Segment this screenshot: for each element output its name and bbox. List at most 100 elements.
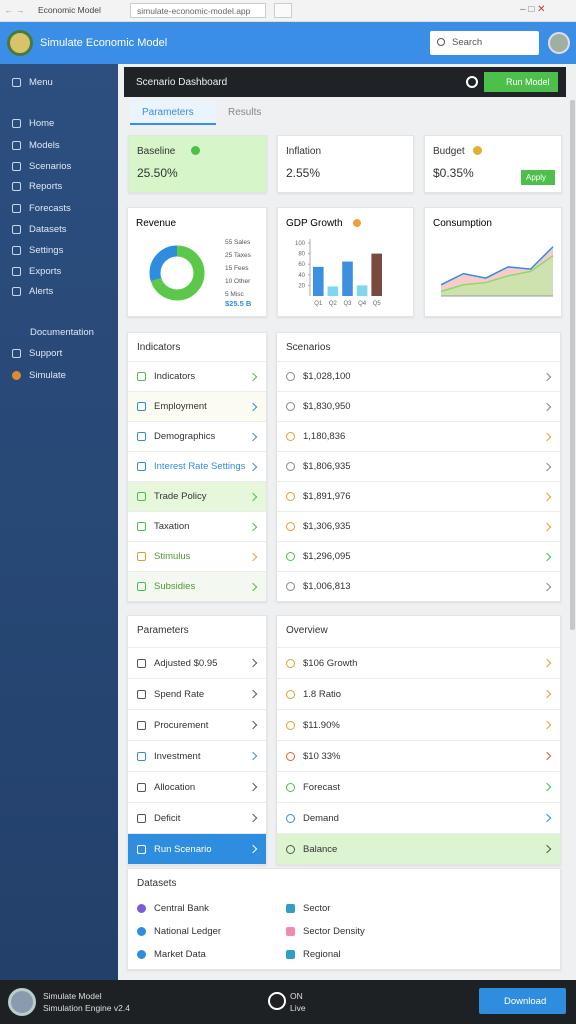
list-row[interactable]: Allocation <box>128 771 266 802</box>
list-row[interactable]: Interest Rate Settings <box>128 451 266 481</box>
row-text: National Ledger <box>154 926 222 937</box>
kpi-label: Inflation <box>286 146 322 157</box>
tab[interactable]: Results <box>228 107 262 118</box>
bar <box>327 286 339 296</box>
row-chevron <box>248 492 258 501</box>
row-text: Regional <box>303 949 341 960</box>
sidebar-icon <box>12 267 21 276</box>
list-row[interactable]: $10 33% <box>277 740 560 771</box>
list-row: National Ledger <box>128 920 268 943</box>
list-row[interactable]: Indicators <box>128 361 266 391</box>
row-chevron <box>542 782 552 792</box>
list-row[interactable]: Taxation <box>128 511 266 541</box>
row-icon <box>137 432 146 441</box>
donut-segment <box>149 245 205 301</box>
search[interactable]: Search <box>430 31 539 55</box>
list-row[interactable]: $1,830,950 <box>277 391 560 421</box>
list-row[interactable]: Demographics <box>128 421 266 451</box>
sidebar-item[interactable]: Documentation <box>30 327 94 338</box>
url[interactable]: simulate-economic-model.app <box>130 3 266 18</box>
list-row[interactable]: $1,806,935 <box>277 451 560 481</box>
sidebar-item[interactable]: Models <box>12 140 60 151</box>
sidebar-heading: Menu <box>12 77 53 88</box>
kpi-card: Baseline 25.50% <box>128 135 267 193</box>
list-row[interactable]: Trade Policy <box>128 481 266 511</box>
list-row[interactable]: $106 Growth <box>277 647 560 678</box>
row-icon <box>137 658 146 668</box>
list-row[interactable]: Forecast <box>277 771 560 802</box>
row-icon <box>286 552 295 561</box>
row-icon <box>137 950 146 959</box>
list-row[interactable]: Spend Rate <box>128 678 266 709</box>
row-text: Employment <box>154 401 207 412</box>
row-icon <box>286 432 295 441</box>
list-row[interactable]: Adjusted $0.95 <box>128 647 266 678</box>
list-row[interactable]: Procurement <box>128 709 266 740</box>
row-chevron <box>542 844 552 854</box>
sidebar-item[interactable]: Support <box>12 348 62 359</box>
row-text: Stimulus <box>154 551 191 562</box>
new-tab[interactable] <box>274 3 292 18</box>
sidebar-item[interactable]: Scenarios <box>12 161 71 172</box>
row-chevron <box>248 372 258 381</box>
run-button[interactable]: Run Model <box>484 72 558 92</box>
footer-status: Live <box>290 1003 306 1013</box>
row-chevron <box>248 813 258 823</box>
sidebar-item[interactable]: Exports <box>12 266 61 277</box>
row-text: Indicators <box>154 371 196 382</box>
chart-title: Revenue <box>136 218 176 229</box>
list-row[interactable]: $1,296,095 <box>277 541 560 571</box>
row-text: Central Bank <box>154 903 209 914</box>
scrollbar[interactable] <box>570 100 575 630</box>
y-tick-label: 80 <box>298 252 305 258</box>
list-row[interactable]: Investment <box>128 740 266 771</box>
sidebar-label: Models <box>29 140 60 151</box>
window-controls[interactable]: – □ ✕ <box>520 4 546 15</box>
row-text: $1,830,950 <box>303 401 351 412</box>
y-tick-label: 100 <box>295 241 306 247</box>
sidebar-item[interactable]: Settings <box>12 245 63 256</box>
row-chevron <box>542 689 552 699</box>
tab[interactable]: Parameters <box>130 101 216 125</box>
list-row[interactable]: $1,306,935 <box>277 511 560 541</box>
sidebar-icon <box>12 141 21 150</box>
avatar[interactable] <box>548 32 570 54</box>
row-icon <box>286 927 295 936</box>
sidebar-item[interactable]: Home <box>12 118 54 129</box>
sidebar-item[interactable]: Forecasts <box>12 203 71 214</box>
list-row[interactable]: $1,006,813 <box>277 571 560 601</box>
sidebar-label: Exports <box>29 266 62 277</box>
download-button[interactable]: Download <box>479 988 566 1014</box>
list-row[interactable]: 1,180,836 <box>277 421 560 451</box>
bar <box>342 261 353 296</box>
sidebar-item[interactable]: Reports <box>12 181 62 192</box>
list-row[interactable]: $1,891,976 <box>277 481 560 511</box>
list-row[interactable]: Subsidies <box>128 571 266 601</box>
nav[interactable]: ← → <box>4 5 25 15</box>
list-row[interactable]: Deficit <box>128 802 266 833</box>
tab[interactable]: Economic Model <box>38 5 101 15</box>
sidebar-icon <box>12 287 21 296</box>
panel-title: Indicators <box>137 342 181 353</box>
kpi-badge[interactable]: Apply <box>521 170 555 185</box>
list-row[interactable]: 1.8 Ratio <box>277 678 560 709</box>
list-row[interactable]: Balance <box>277 833 560 864</box>
bar <box>313 266 324 296</box>
row-text: Interest Rate Settings <box>154 461 246 472</box>
list-row[interactable]: Stimulus <box>128 541 266 571</box>
list-row[interactable]: Demand <box>277 802 560 833</box>
list-row[interactable]: Employment <box>128 391 266 421</box>
sidebar-item[interactable]: Simulate <box>12 370 66 381</box>
list-row[interactable]: $1,028,100 <box>277 361 560 391</box>
area-line <box>440 246 554 286</box>
row-text: $1,806,935 <box>303 461 351 472</box>
list-row: Central Bank <box>128 897 268 920</box>
list-row[interactable]: $11.90% <box>277 709 560 740</box>
logo[interactable] <box>7 30 33 56</box>
sidebar-item[interactable]: Datasets <box>12 224 67 235</box>
list-row[interactable]: Run Scenario <box>128 833 266 864</box>
sidebar-icon <box>12 182 21 191</box>
row-icon <box>137 927 146 936</box>
list-row: Regional <box>277 943 560 966</box>
sidebar-item[interactable]: Alerts <box>12 286 53 297</box>
